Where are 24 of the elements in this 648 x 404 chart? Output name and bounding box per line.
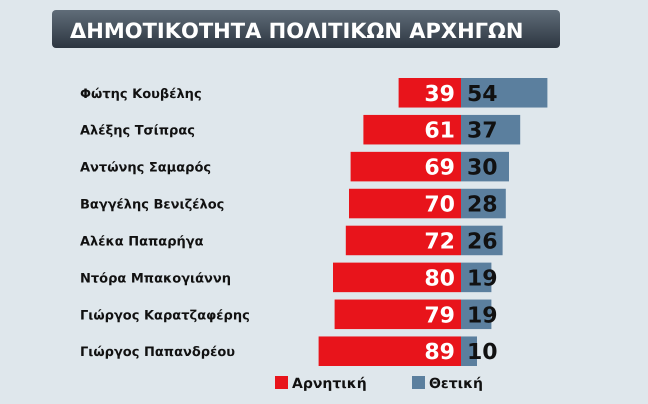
data-label: 80 xyxy=(424,266,455,292)
y-tick-label: Γιώργος Καρατζαφέρης xyxy=(80,308,250,324)
chart-title: ΔΗΜΟΤΙΚΟΤΗΤΑ ΠΟΛΙΤΙΚΩΝ ΑΡΧΗΓΩΝ xyxy=(70,19,524,43)
y-tick-label: Αλέξης Τσίπρας xyxy=(80,124,195,139)
y-tick-label: Αλέκα Παπαρήγα xyxy=(80,234,204,250)
data-label: 79 xyxy=(424,303,455,328)
data-label: 39 xyxy=(424,82,455,107)
data-label: 72 xyxy=(424,229,455,254)
data-label: 28 xyxy=(467,192,498,218)
y-tick-label: Βαγγέλης Βενιζέλος xyxy=(80,198,224,213)
y-tick-label: Ντόρα Μπακογιάννη xyxy=(80,271,232,286)
data-label: 89 xyxy=(424,340,455,366)
y-tick-label: Φώτης Κουβέλης xyxy=(80,86,202,102)
data-label: 61 xyxy=(424,118,455,144)
y-tick-label: Αντώνης Σαμαρός xyxy=(80,160,212,176)
legend-label: Αρνητική xyxy=(292,376,367,392)
data-label: 54 xyxy=(467,82,498,107)
data-label: 69 xyxy=(424,156,455,181)
data-label: 30 xyxy=(467,156,498,181)
legend-label: Θετική xyxy=(429,376,483,392)
y-tick-label: Γιώργος Παπανδρέου xyxy=(80,345,236,360)
data-label: 70 xyxy=(424,192,455,218)
data-label: 37 xyxy=(467,118,498,144)
data-label: 26 xyxy=(467,229,498,254)
